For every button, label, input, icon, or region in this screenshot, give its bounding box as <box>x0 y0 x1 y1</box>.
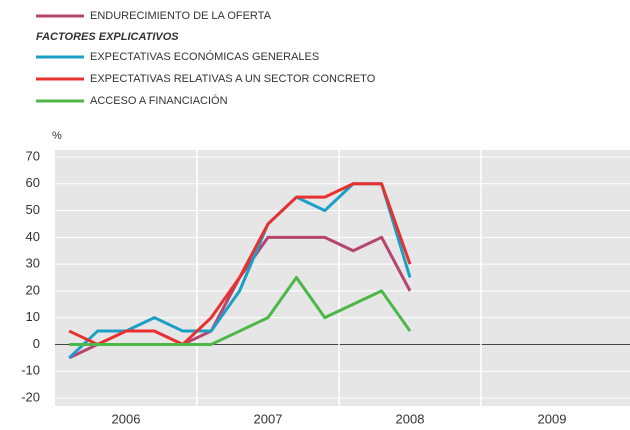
x-tick-label: 2008 <box>396 411 425 426</box>
x-tick-label: 2006 <box>112 411 141 426</box>
y-tick-label: 0 <box>33 336 40 351</box>
y-tick-label: 60 <box>26 175 40 190</box>
series-line <box>69 276 412 346</box>
y-tick-label: 70 <box>26 148 40 163</box>
y-tick-label: 50 <box>26 202 40 217</box>
y-tick-label: -10 <box>21 363 40 378</box>
legend-label: ACCESO A FINANCIACIÓN <box>90 94 228 107</box>
y-tick-label: 40 <box>26 229 40 244</box>
series-line <box>68 182 412 346</box>
y-tick-label: -20 <box>21 389 40 404</box>
legend-heading: FACTORES EXPLICATIVOS <box>36 31 179 43</box>
legend-label: EXPECTATIVAS RELATIVAS A UN SECTOR CONCR… <box>90 73 376 85</box>
y-axis-label: % <box>52 130 62 142</box>
x-tick-label: 2007 <box>254 411 283 426</box>
legend-label: EXPECTATIVAS ECONÓMICAS GENERALES <box>90 50 319 63</box>
y-tick-label: 20 <box>26 282 40 297</box>
y-tick-label: 10 <box>26 309 40 324</box>
legend-label: ENDURECIMIENTO DE LA OFERTA <box>90 10 272 22</box>
y-tick-label: 30 <box>26 256 40 271</box>
x-tick-label: 2009 <box>538 411 567 426</box>
